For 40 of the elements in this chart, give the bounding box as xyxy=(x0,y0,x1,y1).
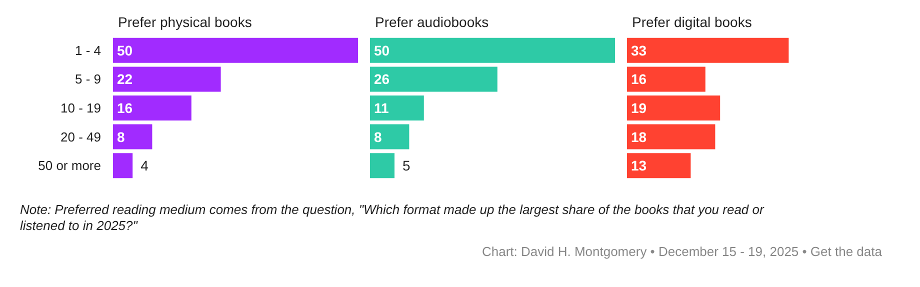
bar xyxy=(113,153,133,178)
y-tick-label: 5 - 9 xyxy=(74,72,101,87)
bar xyxy=(370,153,394,178)
bar xyxy=(370,96,424,120)
y-tick-label: 1 - 4 xyxy=(74,42,101,58)
chart-title: Prefer audiobooks xyxy=(375,14,489,30)
data-label: 8 xyxy=(374,128,382,145)
bar xyxy=(627,96,720,120)
data-label: 4 xyxy=(140,158,149,174)
data-label: 26 xyxy=(374,71,390,88)
bar xyxy=(627,38,789,63)
data-label: 5 xyxy=(402,158,410,174)
data-label: 16 xyxy=(117,100,133,116)
bar xyxy=(113,124,152,150)
data-label: 8 xyxy=(117,128,125,145)
data-label: 50 xyxy=(374,42,390,58)
bar xyxy=(627,66,706,92)
y-tick-label: 10 - 19 xyxy=(60,100,101,116)
bar xyxy=(370,124,410,150)
data-label: 18 xyxy=(631,128,647,145)
bar xyxy=(113,38,358,63)
chart-title: Prefer physical books xyxy=(118,14,252,30)
bar xyxy=(370,66,498,92)
data-label: 50 xyxy=(117,42,133,58)
data-label: 19 xyxy=(631,100,647,116)
data-label: 33 xyxy=(631,42,647,58)
chart-title: Prefer digital books xyxy=(632,14,752,30)
data-label: 13 xyxy=(631,158,647,174)
data-label: 22 xyxy=(117,71,133,88)
text: Note: Preferred reading medium comes from the question, "Which format made up the largest share of the books that you read or listened to in 2025?" xyxy=(20,202,766,234)
bar xyxy=(113,66,221,92)
y-tick-label: 20 - 49 xyxy=(60,129,101,144)
bar xyxy=(627,153,691,178)
y-tick-label: 50 or more xyxy=(38,158,101,174)
text: Chart: David H. Montgomery • December 15 - 19, 2025 • Get the data xyxy=(480,244,882,259)
bar xyxy=(113,96,192,120)
bar xyxy=(627,124,716,150)
data-label: 11 xyxy=(374,100,390,116)
data-label: 16 xyxy=(631,71,647,88)
bar xyxy=(370,38,615,63)
